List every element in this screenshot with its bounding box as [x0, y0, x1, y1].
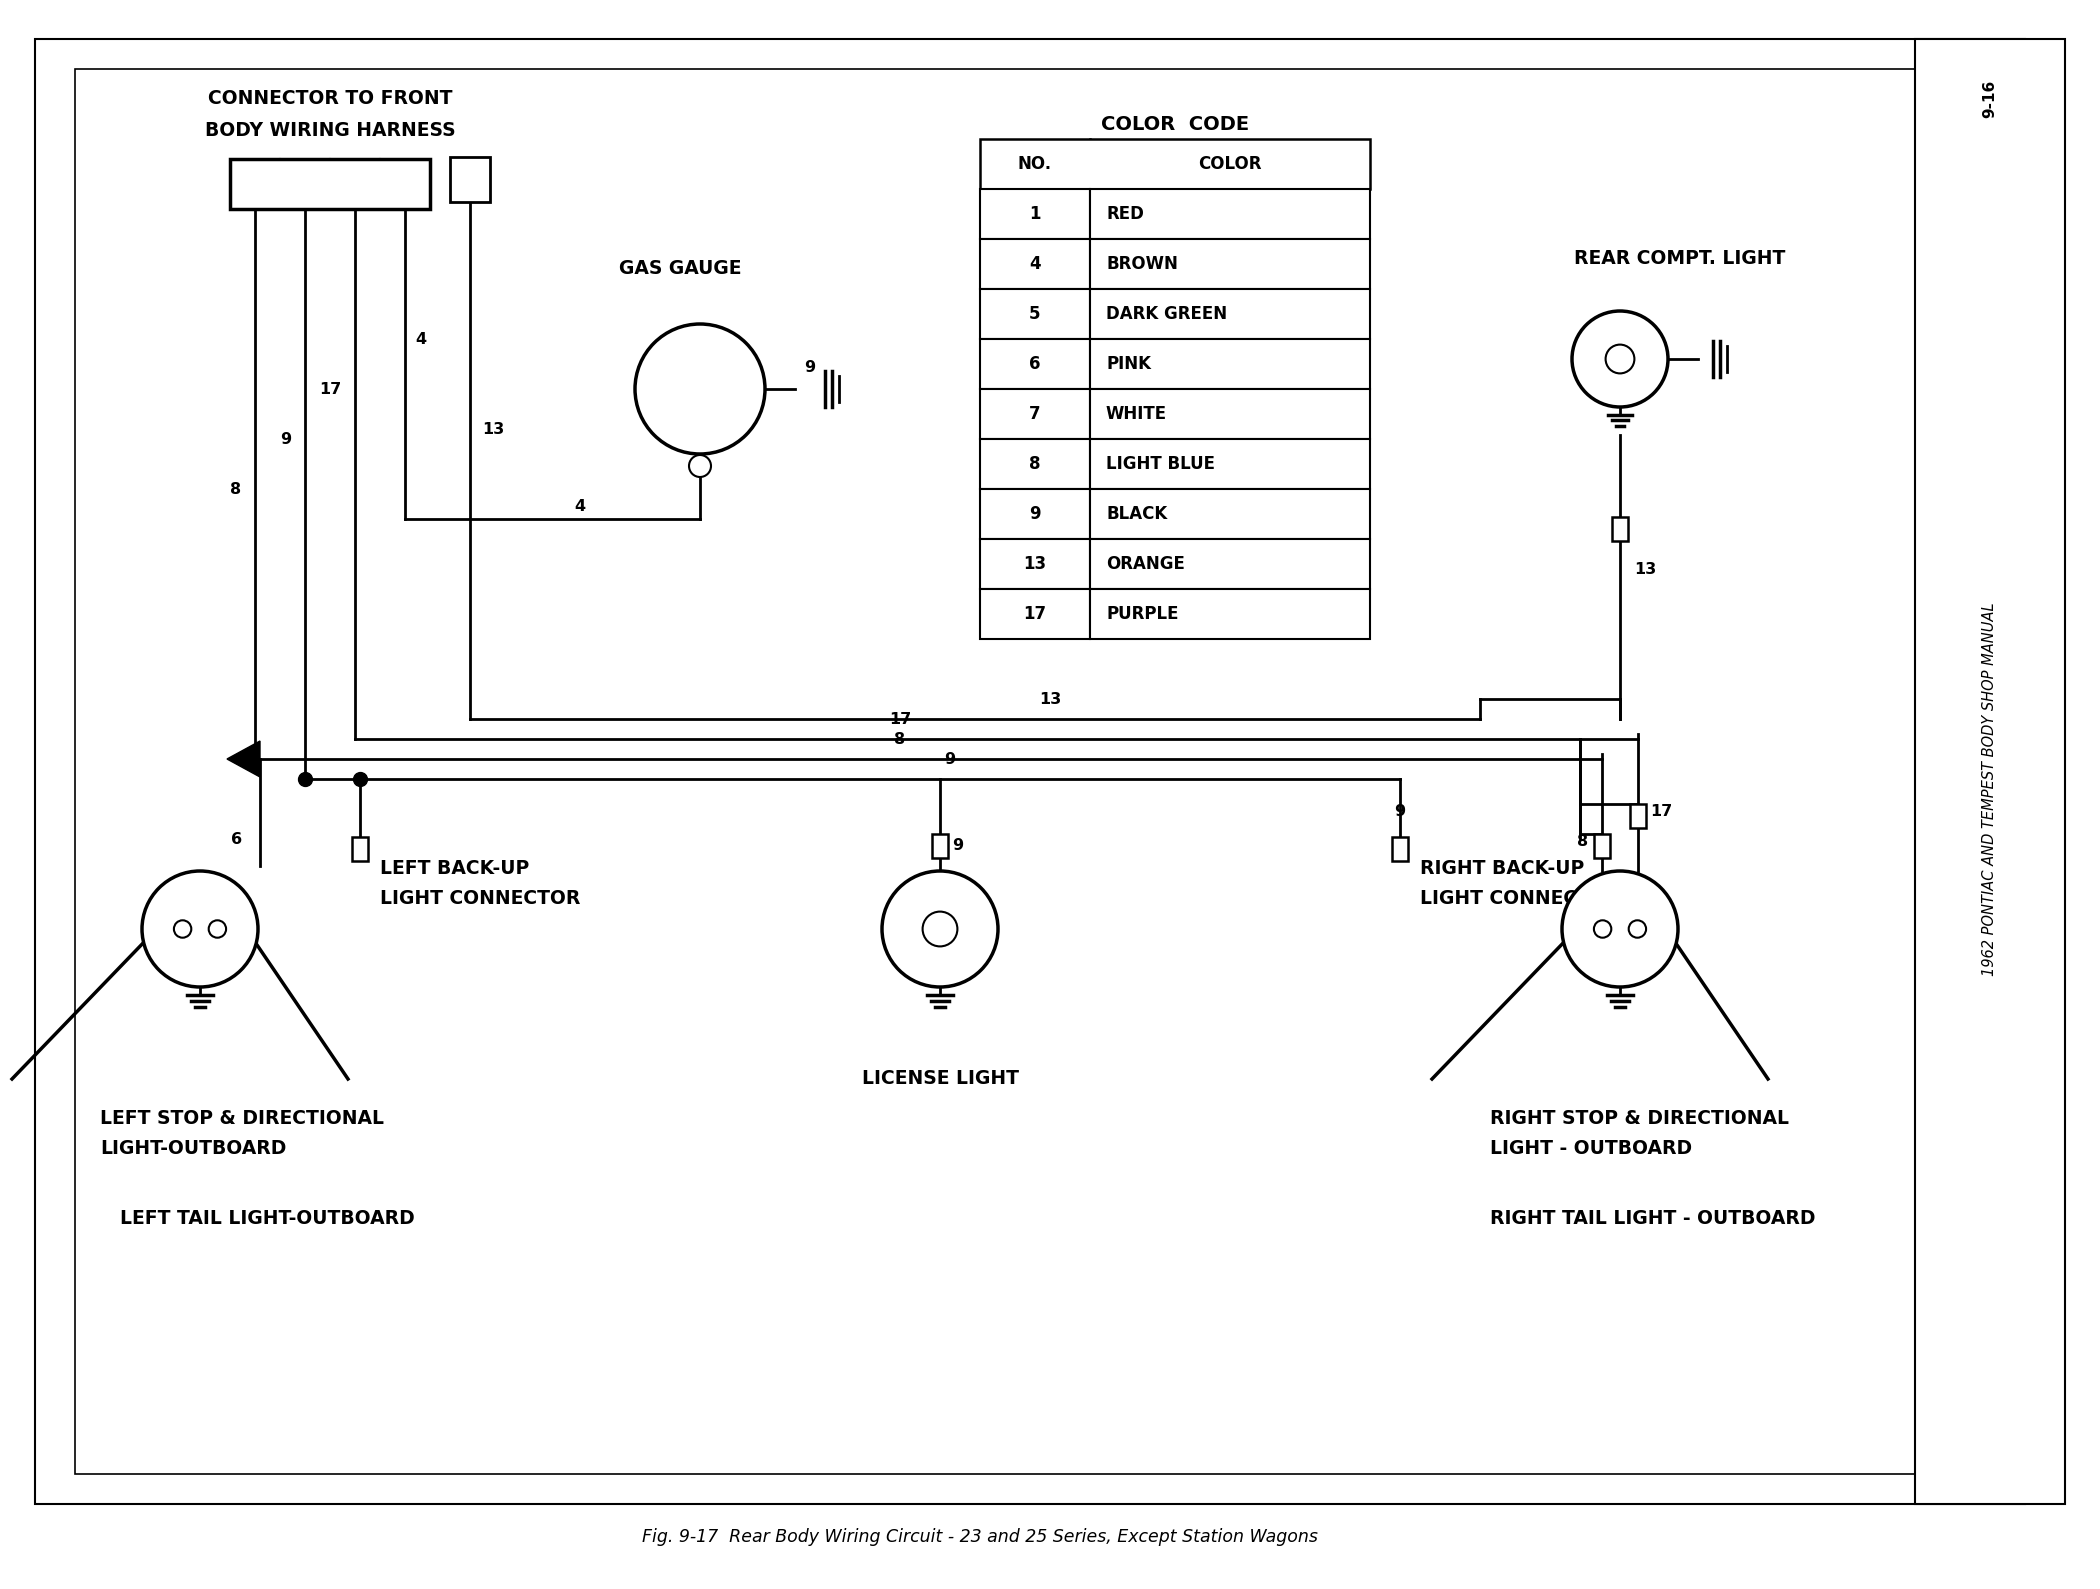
Text: 8: 8 — [1029, 454, 1042, 474]
Text: 13: 13 — [483, 421, 504, 437]
Text: ORANGE: ORANGE — [1107, 555, 1184, 574]
Text: BODY WIRING HARNESS: BODY WIRING HARNESS — [204, 121, 456, 140]
Bar — [231, 159, 430, 210]
Bar — [449, 156, 489, 202]
Text: NO.: NO. — [1018, 156, 1052, 173]
Bar — [1613, 516, 1628, 540]
Bar — [1090, 389, 1369, 439]
Circle shape — [208, 920, 227, 938]
Text: 9: 9 — [945, 752, 956, 767]
Bar — [1090, 289, 1369, 338]
Text: RIGHT STOP & DIRECTIONAL: RIGHT STOP & DIRECTIONAL — [1491, 1109, 1789, 1128]
Text: 9: 9 — [1394, 804, 1405, 818]
Text: 8: 8 — [229, 481, 242, 496]
Bar — [1915, 40, 2064, 1505]
Text: COLOR: COLOR — [1199, 156, 1262, 173]
Bar — [1090, 238, 1369, 289]
Text: 13: 13 — [1023, 555, 1046, 574]
Text: 4: 4 — [575, 499, 586, 513]
Circle shape — [882, 871, 998, 987]
Text: GAS GAUGE: GAS GAUGE — [620, 259, 741, 278]
Text: BROWN: BROWN — [1107, 254, 1178, 273]
Text: RED: RED — [1107, 205, 1144, 222]
Circle shape — [922, 912, 958, 947]
Text: 9: 9 — [951, 839, 964, 853]
Text: LEFT STOP & DIRECTIONAL: LEFT STOP & DIRECTIONAL — [101, 1109, 384, 1128]
Bar — [981, 590, 1090, 639]
Text: REAR COMPT. LIGHT: REAR COMPT. LIGHT — [1575, 249, 1785, 269]
Text: 9: 9 — [804, 361, 815, 375]
Bar — [981, 389, 1090, 439]
Bar — [1090, 590, 1369, 639]
Text: 1: 1 — [1029, 205, 1042, 222]
Bar — [981, 439, 1090, 489]
Text: 4: 4 — [1029, 254, 1042, 273]
Text: PINK: PINK — [1107, 354, 1151, 373]
Text: 13: 13 — [1040, 691, 1060, 707]
Text: 4: 4 — [416, 332, 426, 346]
Text: LIGHT CONNECTOR: LIGHT CONNECTOR — [1420, 890, 1621, 909]
Text: 17: 17 — [1023, 605, 1046, 623]
Circle shape — [1573, 311, 1667, 407]
Text: 5: 5 — [1029, 305, 1042, 323]
Text: Fig. 9-17  Rear Body Wiring Circuit - 23 and 25 Series, Except Station Wagons: Fig. 9-17 Rear Body Wiring Circuit - 23 … — [643, 1529, 1319, 1546]
Circle shape — [1594, 920, 1611, 938]
Bar — [76, 68, 1915, 1475]
Bar — [353, 837, 367, 861]
Text: 1962 PONTIAC AND TEMPEST BODY SHOP MANUAL: 1962 PONTIAC AND TEMPEST BODY SHOP MANUA… — [1982, 602, 1997, 976]
Bar — [981, 189, 1090, 238]
Text: LEFT BACK-UP: LEFT BACK-UP — [380, 860, 529, 879]
Text: WHITE: WHITE — [1107, 405, 1168, 423]
Text: 6: 6 — [231, 831, 242, 847]
Polygon shape — [227, 740, 260, 777]
Text: 9: 9 — [279, 432, 292, 447]
Text: 17: 17 — [1651, 804, 1672, 818]
Bar — [1090, 189, 1369, 238]
Circle shape — [634, 324, 764, 454]
Bar — [932, 834, 947, 858]
Text: RIGHT TAIL LIGHT - OUTBOARD: RIGHT TAIL LIGHT - OUTBOARD — [1491, 1209, 1816, 1228]
Text: LIGHT CONNECTOR: LIGHT CONNECTOR — [380, 890, 580, 909]
Bar — [981, 238, 1090, 289]
Text: LICENSE LIGHT: LICENSE LIGHT — [861, 1069, 1018, 1088]
Bar — [1392, 837, 1407, 861]
Bar — [981, 138, 1369, 189]
Bar — [1630, 804, 1646, 828]
Text: 13: 13 — [1634, 561, 1657, 577]
Text: LIGHT-OUTBOARD: LIGHT-OUTBOARD — [101, 1139, 286, 1158]
Bar — [1090, 489, 1369, 539]
Circle shape — [174, 920, 191, 938]
Bar — [1090, 338, 1369, 389]
Text: LIGHT BLUE: LIGHT BLUE — [1107, 454, 1216, 474]
Text: 9-16: 9-16 — [1982, 79, 1997, 118]
Text: LEFT TAIL LIGHT-OUTBOARD: LEFT TAIL LIGHT-OUTBOARD — [120, 1209, 416, 1228]
Text: DARK GREEN: DARK GREEN — [1107, 305, 1226, 323]
Text: CONNECTOR TO FRONT: CONNECTOR TO FRONT — [208, 89, 452, 108]
Text: 17: 17 — [888, 712, 911, 728]
Circle shape — [689, 454, 712, 477]
Bar — [981, 289, 1090, 338]
Text: 8: 8 — [1577, 834, 1588, 849]
Text: 17: 17 — [319, 381, 340, 397]
Text: RIGHT BACK-UP: RIGHT BACK-UP — [1420, 860, 1583, 879]
Bar — [1090, 439, 1369, 489]
Text: 6: 6 — [1029, 354, 1042, 373]
Circle shape — [1630, 920, 1646, 938]
Bar — [1594, 834, 1611, 858]
Text: 7: 7 — [1029, 405, 1042, 423]
Circle shape — [143, 871, 258, 987]
Text: COLOR  CODE: COLOR CODE — [1100, 114, 1250, 133]
Text: LIGHT - OUTBOARD: LIGHT - OUTBOARD — [1491, 1139, 1693, 1158]
Text: PURPLE: PURPLE — [1107, 605, 1178, 623]
Bar — [981, 338, 1090, 389]
Circle shape — [1562, 871, 1678, 987]
Bar — [981, 489, 1090, 539]
Text: BLACK: BLACK — [1107, 505, 1168, 523]
Circle shape — [1606, 345, 1634, 373]
Text: 8: 8 — [895, 733, 905, 747]
Bar — [1090, 539, 1369, 590]
Text: 9: 9 — [1029, 505, 1042, 523]
Bar — [981, 539, 1090, 590]
